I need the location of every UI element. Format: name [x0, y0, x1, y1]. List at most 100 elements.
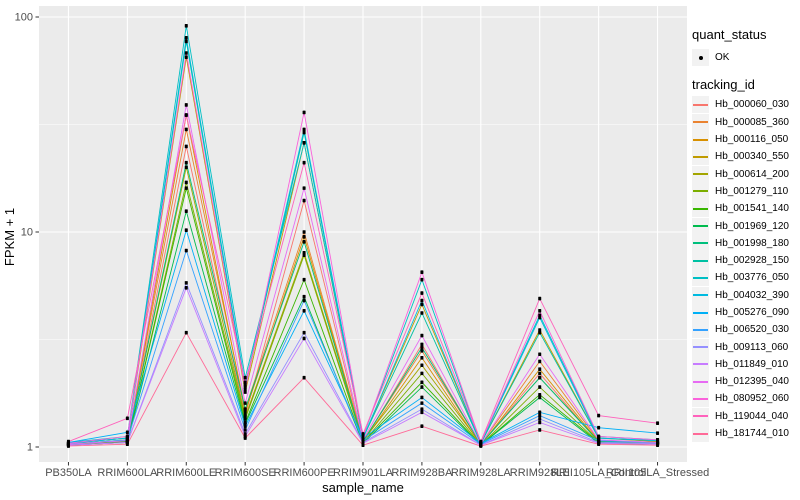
- data-point: [597, 413, 601, 418]
- y-tick-label: 1: [27, 442, 33, 454]
- legend-item-Hb_012395_040: Hb_012395_040: [692, 373, 798, 391]
- x-tick-label: RRII105LA_Stressed: [606, 467, 709, 479]
- data-point: [420, 291, 424, 295]
- line-key-icon: [692, 113, 709, 131]
- y-tick-label: 10: [21, 227, 33, 239]
- data-point: [184, 330, 188, 335]
- data-point: [125, 442, 129, 447]
- data-point: [184, 39, 188, 44]
- data-point: [420, 302, 424, 307]
- line-key-icon: [692, 165, 709, 183]
- data-point: [479, 439, 483, 444]
- data-point: [420, 371, 424, 376]
- data-point: [302, 186, 306, 190]
- legend: quant_status OK tracking_id Hb_000060_03…: [692, 27, 798, 443]
- data-point: [243, 410, 247, 415]
- x-axis-title: sample_name: [322, 480, 404, 495]
- data-point: [538, 309, 542, 313]
- series-color-line: [693, 103, 708, 106]
- data-point: [243, 407, 247, 411]
- legend-item-Hb_009113_060: Hb_009113_060: [692, 338, 798, 356]
- data-point: [302, 127, 306, 132]
- data-point: [538, 296, 542, 301]
- data-point: [243, 387, 247, 392]
- legend-item-Hb_006520_030: Hb_006520_030: [692, 321, 798, 339]
- legend-item-Hb_000340_550: Hb_000340_550: [692, 148, 798, 166]
- data-point: [538, 420, 542, 425]
- data-point: [184, 165, 188, 170]
- data-point: [184, 180, 188, 185]
- data-point: [302, 336, 306, 341]
- data-point: [656, 443, 660, 447]
- series-color-line: [693, 363, 708, 366]
- series-color-line: [693, 346, 708, 349]
- legend-item-Hb_001279_110: Hb_001279_110: [692, 182, 798, 200]
- line-key-icon: [692, 131, 709, 149]
- data-point: [656, 421, 660, 426]
- legend-item-label: Hb_003776_050: [715, 272, 789, 284]
- data-point: [66, 444, 70, 448]
- series-color-line: [693, 276, 708, 279]
- data-point: [361, 443, 365, 447]
- data-point: [538, 410, 542, 415]
- line-key-icon: [692, 148, 709, 166]
- data-point: [420, 424, 424, 428]
- data-point: [597, 442, 601, 447]
- x-tick-label: RRIM600LE: [156, 467, 216, 479]
- x-tick-label: PB350LA: [45, 467, 92, 479]
- legend-item-Hb_000085_360: Hb_000085_360: [692, 113, 798, 131]
- data-point: [184, 209, 188, 213]
- data-point: [538, 413, 542, 418]
- legend-item-label: Hb_080952_060: [715, 393, 789, 405]
- series-color-line: [693, 328, 708, 331]
- data-point: [125, 416, 129, 421]
- data-point: [184, 36, 188, 40]
- legend-item-label: Hb_006520_030: [715, 324, 789, 336]
- legend-item-label: Hb_011849_010: [715, 358, 789, 370]
- data-point: [243, 375, 247, 380]
- series-color-line: [693, 155, 708, 158]
- series-color-line: [693, 294, 708, 297]
- x-tick-label: RRIM928BA: [391, 467, 453, 479]
- legend-item-label: Hb_001541_140: [715, 203, 789, 215]
- legend-item-Hb_001541_140: Hb_001541_140: [692, 200, 798, 218]
- legend-item-ok-label: OK: [715, 52, 730, 64]
- series-color-line: [693, 311, 708, 314]
- data-point: [302, 160, 306, 165]
- line-key-icon: [692, 321, 709, 339]
- legend-item-label: Hb_005276_090: [715, 307, 789, 318]
- data-point: [66, 439, 70, 444]
- legend-item-Hb_003776_050: Hb_003776_050: [692, 269, 798, 287]
- series-color-line: [693, 259, 708, 262]
- data-point: [125, 434, 129, 439]
- series-color-line: [693, 121, 708, 124]
- data-point: [538, 359, 542, 364]
- legend-item-Hb_004032_390: Hb_004032_390: [692, 286, 798, 304]
- line-key-icon: [692, 373, 709, 391]
- data-point: [184, 248, 188, 253]
- data-point: [538, 367, 542, 372]
- data-point: [479, 444, 483, 448]
- data-point: [302, 277, 306, 282]
- legend-item-Hb_181744_010: Hb_181744_010: [692, 425, 798, 443]
- data-point: [538, 371, 542, 376]
- gridlines-vertical: [67, 6, 659, 462]
- data-point: [125, 438, 129, 443]
- data-point: [302, 298, 306, 303]
- data-point: [538, 417, 542, 421]
- line-key-icon: [692, 286, 709, 304]
- data-point: [302, 140, 306, 145]
- data-point: [184, 286, 188, 290]
- line-key-icon: [692, 96, 709, 114]
- data-points: [66, 24, 660, 448]
- data-point: [243, 428, 247, 432]
- data-point: [538, 392, 542, 397]
- data-point: [184, 228, 188, 232]
- x-tick-label: RRIM928LA: [451, 467, 512, 479]
- line-key-icon: [692, 234, 709, 252]
- data-point: [302, 253, 306, 257]
- axis-ticks: [35, 16, 659, 466]
- series-color-line: [693, 415, 708, 418]
- data-point: [420, 270, 424, 275]
- data-point: [420, 407, 424, 411]
